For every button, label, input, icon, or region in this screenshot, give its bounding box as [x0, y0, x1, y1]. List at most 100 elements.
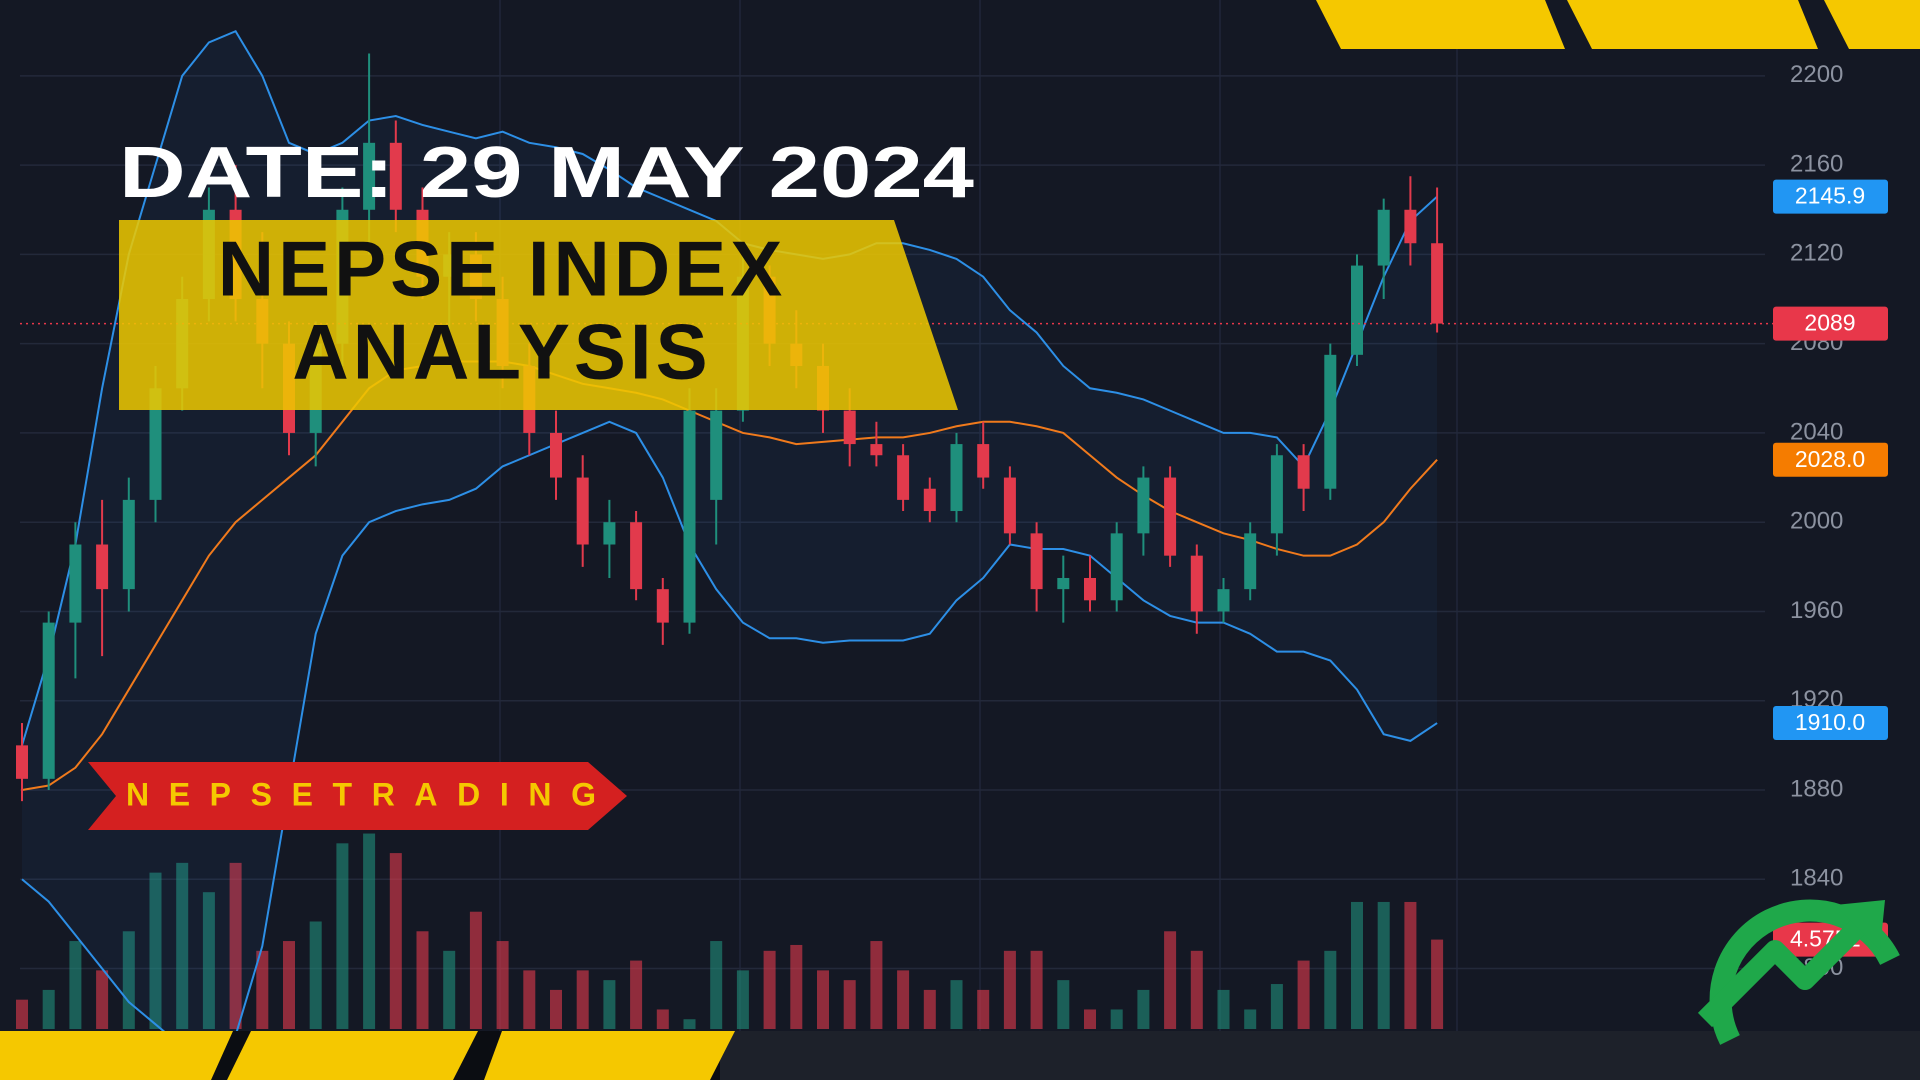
volume-bar — [1190, 950, 1203, 1029]
candle-body — [1003, 477, 1016, 534]
candle-body — [1030, 533, 1043, 590]
volume-bar — [1030, 950, 1043, 1029]
title-line: NEPSE INDEX — [218, 225, 786, 313]
volume-bar — [69, 941, 82, 1029]
volume-bar — [923, 989, 936, 1029]
stripe — [227, 1031, 478, 1080]
volume-bar — [1297, 960, 1310, 1029]
candle-body — [656, 589, 669, 623]
volume-bar — [790, 944, 803, 1029]
volume-bar — [389, 853, 402, 1029]
volume-bar — [336, 843, 349, 1029]
price-marker — [1773, 306, 1888, 341]
candle-body — [1404, 209, 1417, 244]
candle-body — [1377, 209, 1390, 266]
candle-body — [122, 499, 135, 590]
price-marker-label: 1910.0 — [1795, 709, 1865, 735]
volume-bar — [416, 931, 429, 1029]
price-marker-label: 2089 — [1804, 310, 1855, 336]
volume-bar — [1244, 1009, 1257, 1029]
date: DATE: 29 MAY 2024 — [119, 133, 974, 213]
price-marker — [1773, 706, 1888, 741]
candle-body — [1351, 265, 1363, 355]
candle-body — [923, 488, 936, 512]
volume-bar — [202, 892, 215, 1029]
volume-bar — [1217, 989, 1230, 1029]
candle-body — [1297, 455, 1310, 489]
volume-bar — [1137, 989, 1150, 1029]
candle-body — [1137, 477, 1150, 534]
y-tick-label: 2160 — [1790, 150, 1843, 177]
candle-body — [897, 455, 910, 500]
volume-bar — [897, 970, 910, 1029]
stripe — [1567, 0, 1818, 49]
volume-bar — [1351, 901, 1363, 1029]
volume-bar — [683, 1019, 696, 1029]
candle-body — [977, 444, 990, 478]
stripe — [0, 1031, 233, 1080]
candle-body — [96, 544, 109, 590]
candle-body — [550, 432, 562, 478]
price-marker — [1773, 179, 1888, 214]
candle-body — [1217, 589, 1230, 612]
volume-bar — [469, 911, 482, 1029]
candle-body — [870, 444, 883, 456]
y-tick-label: 1960 — [1790, 597, 1843, 624]
candle-body — [363, 142, 376, 210]
volume-bar — [1324, 950, 1337, 1029]
price-marker-label: 2028.0 — [1795, 446, 1865, 472]
candle-body — [42, 622, 55, 779]
volume-bar — [1404, 901, 1417, 1029]
volume-bar — [256, 950, 269, 1029]
y-tick-label: 1880 — [1790, 775, 1843, 802]
candle-body — [149, 388, 162, 500]
volume-bar — [1431, 939, 1444, 1029]
title-banner — [119, 220, 958, 410]
volume-bar — [309, 921, 322, 1029]
volume-bar — [176, 862, 189, 1029]
band-line — [21, 360, 1438, 791]
y-tick-label: 2040 — [1790, 418, 1843, 445]
candle-body — [1190, 555, 1203, 612]
volume-bar — [1084, 1009, 1096, 1029]
volume-bar — [1270, 984, 1283, 1029]
candle-body — [630, 522, 643, 590]
price-marker-label: 2145.9 — [1795, 183, 1865, 209]
title-line: ANALYSIS — [292, 308, 711, 396]
logo-arrowhead — [1835, 900, 1885, 950]
y-tick-label: 2000 — [1790, 508, 1843, 535]
volume-bar — [736, 970, 749, 1029]
volume-bar — [229, 862, 242, 1029]
candle-body — [389, 142, 402, 210]
stripe — [484, 1031, 735, 1080]
candle-body — [950, 444, 963, 512]
candle-body — [843, 410, 856, 445]
volume-bar — [1057, 980, 1070, 1029]
volume-bar — [977, 989, 990, 1029]
volume-bar — [16, 999, 28, 1029]
price-marker — [1773, 442, 1888, 477]
candle-body — [710, 410, 723, 500]
volume-bar — [42, 989, 55, 1029]
volume-bar — [710, 941, 723, 1029]
candle-body — [1324, 354, 1337, 489]
brand-ribbon — [88, 762, 627, 830]
volume-bar — [523, 970, 536, 1029]
candle-body — [1431, 243, 1444, 324]
y-tick-label: 2120 — [1790, 240, 1843, 267]
volume-bar — [843, 980, 856, 1029]
volume-bar — [283, 941, 295, 1029]
candle-body — [1164, 477, 1177, 556]
volume-bar — [1003, 950, 1016, 1029]
volume-bar — [870, 941, 883, 1029]
candle-body — [1270, 455, 1283, 534]
candle-body — [16, 745, 28, 779]
volume-bar — [1164, 931, 1177, 1029]
band-line — [21, 420, 1438, 1059]
candle-body — [1244, 533, 1257, 590]
volume-bar — [817, 970, 829, 1029]
